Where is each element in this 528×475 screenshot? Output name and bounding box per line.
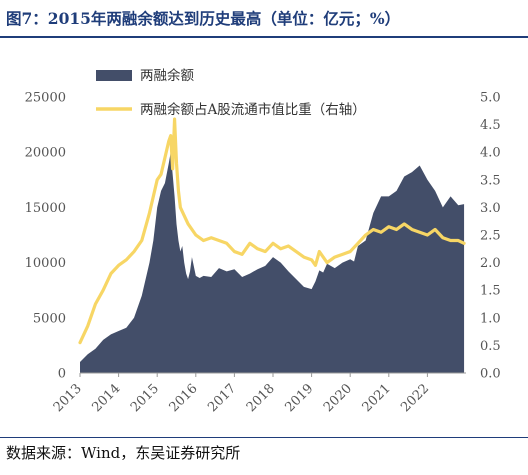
y-left-tick-label: 15000 xyxy=(25,201,66,216)
y-right-tick-label: 2.5 xyxy=(480,229,501,244)
y-left-tick-label: 5000 xyxy=(33,311,66,326)
y-left-tick-label: 25000 xyxy=(25,91,66,106)
x-tick-label: 2016 xyxy=(167,381,201,415)
y-right-tick-label: 3.5 xyxy=(480,173,501,188)
y-right-tick-label: 4.0 xyxy=(480,146,501,161)
legend-swatch-area xyxy=(96,70,132,81)
x-tick-label: 2020 xyxy=(321,381,355,415)
x-tick-label: 2019 xyxy=(282,381,316,415)
source-rule xyxy=(0,437,528,438)
series-area-margin-balance xyxy=(80,152,465,373)
x-tick-label: 2022 xyxy=(398,381,432,415)
y-left-tick-label: 10000 xyxy=(25,256,66,271)
x-tick-label: 2018 xyxy=(244,381,278,415)
y-right-tick-label: 2.0 xyxy=(480,256,501,271)
series-line-margin-ratio xyxy=(78,117,466,345)
y-right-tick-label: 1.0 xyxy=(480,311,501,326)
x-tick-label: 2013 xyxy=(51,381,85,415)
legend-label-line: 两融余额占A股流通市值比重（右轴） xyxy=(140,101,366,118)
y-right-tick-label: 0.5 xyxy=(480,339,501,354)
area-layer xyxy=(80,152,465,373)
data-source: 数据来源：Wind，东吴证券研究所 xyxy=(6,444,241,462)
y-right-tick-label: 0.0 xyxy=(480,367,501,382)
figure-title: 图7：2015年两融余额达到历史最高（单位：亿元；%） xyxy=(6,9,401,28)
margin-balance-chart: 0 5000 10000 15000 20000 25000 0.0 0.5 1.0 1.5 2.0… xyxy=(25,67,501,415)
line-layer xyxy=(78,117,466,345)
y-left-tick-label: 20000 xyxy=(25,146,66,161)
x-tick-label: 2021 xyxy=(360,381,394,415)
y-right-tick-label: 3.0 xyxy=(480,201,501,216)
y-right-tick-label: 1.5 xyxy=(480,284,501,299)
y-right-tick-label: 4.5 xyxy=(480,118,501,133)
y-right-tick-label: 5.0 xyxy=(480,91,501,106)
legend-label-area: 两融余额 xyxy=(140,67,194,84)
title-rule xyxy=(0,36,528,38)
x-tick-label: 2014 xyxy=(89,381,123,415)
x-tick-label: 2017 xyxy=(205,381,239,415)
x-tick-label: 2015 xyxy=(128,381,162,415)
y-left-tick-label: 0 xyxy=(58,367,66,382)
